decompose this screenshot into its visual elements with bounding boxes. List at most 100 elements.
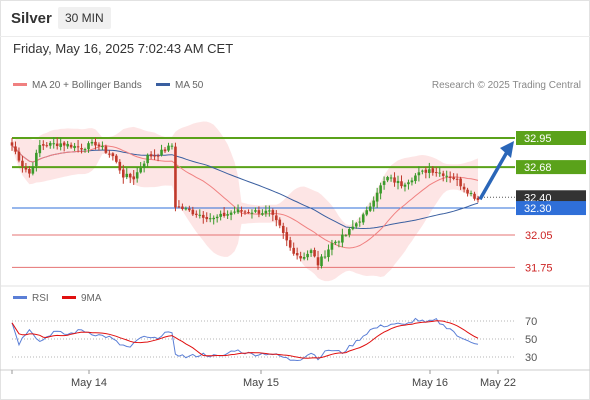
level-label-bg-32-68	[516, 160, 586, 175]
candle-body	[473, 193, 476, 199]
candle-body	[135, 172, 139, 179]
candle-body	[101, 146, 104, 148]
candle-body	[285, 232, 289, 241]
candle-body	[125, 173, 129, 178]
symbol-title: Silver	[11, 10, 52, 27]
candle-body	[400, 181, 403, 187]
ma9-swatch	[62, 295, 76, 299]
legend-rsi: RSI	[13, 293, 49, 304]
ma50-label: MA 50	[175, 80, 204, 91]
candle-body	[236, 209, 240, 213]
level-label-32-05: 32.05	[525, 230, 553, 242]
candle-body	[396, 180, 400, 184]
candle-body	[142, 163, 146, 169]
candle-body	[17, 151, 21, 161]
rsi-tick-30: 30	[525, 352, 537, 364]
candle-body	[372, 200, 375, 207]
candle-body	[466, 189, 469, 194]
candle-body	[441, 173, 445, 176]
x-tick-label: May 22	[480, 377, 516, 389]
candle-body	[132, 176, 136, 180]
candle-body	[14, 146, 17, 152]
candle-body	[386, 177, 389, 181]
candle-body	[219, 213, 222, 217]
candle-body	[410, 180, 414, 183]
candle-body	[229, 212, 233, 215]
candle-body	[379, 185, 382, 194]
candle-body	[111, 153, 115, 157]
candle-body	[55, 143, 59, 147]
candle-body	[83, 149, 87, 151]
candle-body	[337, 241, 341, 243]
candle-body	[448, 176, 452, 178]
copyright-note: Research © 2025 Trading Central	[431, 80, 581, 91]
candle-body	[195, 213, 198, 215]
candle-body	[393, 177, 396, 183]
candle-body	[62, 142, 66, 146]
candle-body	[424, 169, 428, 173]
candle-body	[431, 168, 435, 173]
candle-body	[184, 208, 188, 210]
candle-body	[341, 234, 344, 243]
candle-body	[313, 250, 316, 257]
timeframe-badge[interactable]: 30 MIN	[58, 7, 111, 29]
level-label-bg-32-95	[516, 131, 586, 145]
x-tick-label: May 14	[71, 377, 107, 389]
candle-body	[45, 145, 49, 147]
candle-body	[212, 217, 216, 220]
candle-body	[327, 249, 330, 258]
ma50-line	[11, 145, 479, 230]
candle-body	[455, 178, 459, 180]
candle-body	[128, 173, 132, 178]
rsi-line	[11, 317, 479, 362]
candle-body	[41, 144, 45, 146]
forecast-arrow-head	[500, 141, 514, 158]
candle-body	[156, 155, 160, 157]
candle-body	[153, 155, 156, 157]
candle-body	[188, 208, 191, 211]
candle-body	[288, 240, 292, 248]
candle-body	[48, 142, 52, 146]
ma9-label: 9MA	[81, 293, 102, 304]
candle-body	[247, 212, 250, 214]
candle-body	[361, 214, 365, 223]
candle-body	[121, 169, 125, 178]
candle-body	[351, 226, 355, 230]
candle-body	[177, 206, 181, 208]
level-label-bg-32-30	[516, 201, 586, 216]
candle-body	[348, 229, 351, 235]
candle-body	[274, 215, 278, 221]
candle-body	[108, 153, 111, 155]
candle-body	[414, 175, 417, 182]
candle-body	[271, 210, 275, 215]
candle-body	[445, 175, 449, 177]
candle-body	[160, 149, 163, 156]
candle-body	[90, 141, 94, 144]
legend-ma50: MA 50	[156, 80, 203, 91]
rsi-tick-70: 70	[525, 316, 537, 328]
level-label-bg-32-40	[516, 190, 586, 205]
x-tick-label: May 16	[412, 377, 448, 389]
candle-body	[10, 142, 14, 146]
candle-body	[407, 182, 410, 185]
candle-body	[59, 143, 62, 147]
candle-body	[73, 145, 76, 149]
level-label-32-95: 32.95	[524, 133, 552, 145]
candle-body	[87, 143, 90, 150]
candle-body	[24, 167, 28, 170]
candle-body	[52, 143, 56, 145]
candle-body	[354, 223, 358, 227]
candle-body	[254, 210, 257, 212]
ma20-label: MA 20 + Bollinger Bands	[32, 80, 142, 91]
candle-body	[28, 169, 31, 174]
candle-body	[320, 256, 323, 267]
candle-body	[76, 146, 80, 148]
candle-body	[191, 209, 195, 215]
candle-body	[94, 141, 97, 146]
candle-body	[323, 256, 327, 258]
level-label-32-68: 32.68	[524, 162, 552, 174]
ma20-swatch	[13, 82, 27, 86]
candle-body	[459, 178, 462, 187]
candle-body	[208, 218, 212, 220]
